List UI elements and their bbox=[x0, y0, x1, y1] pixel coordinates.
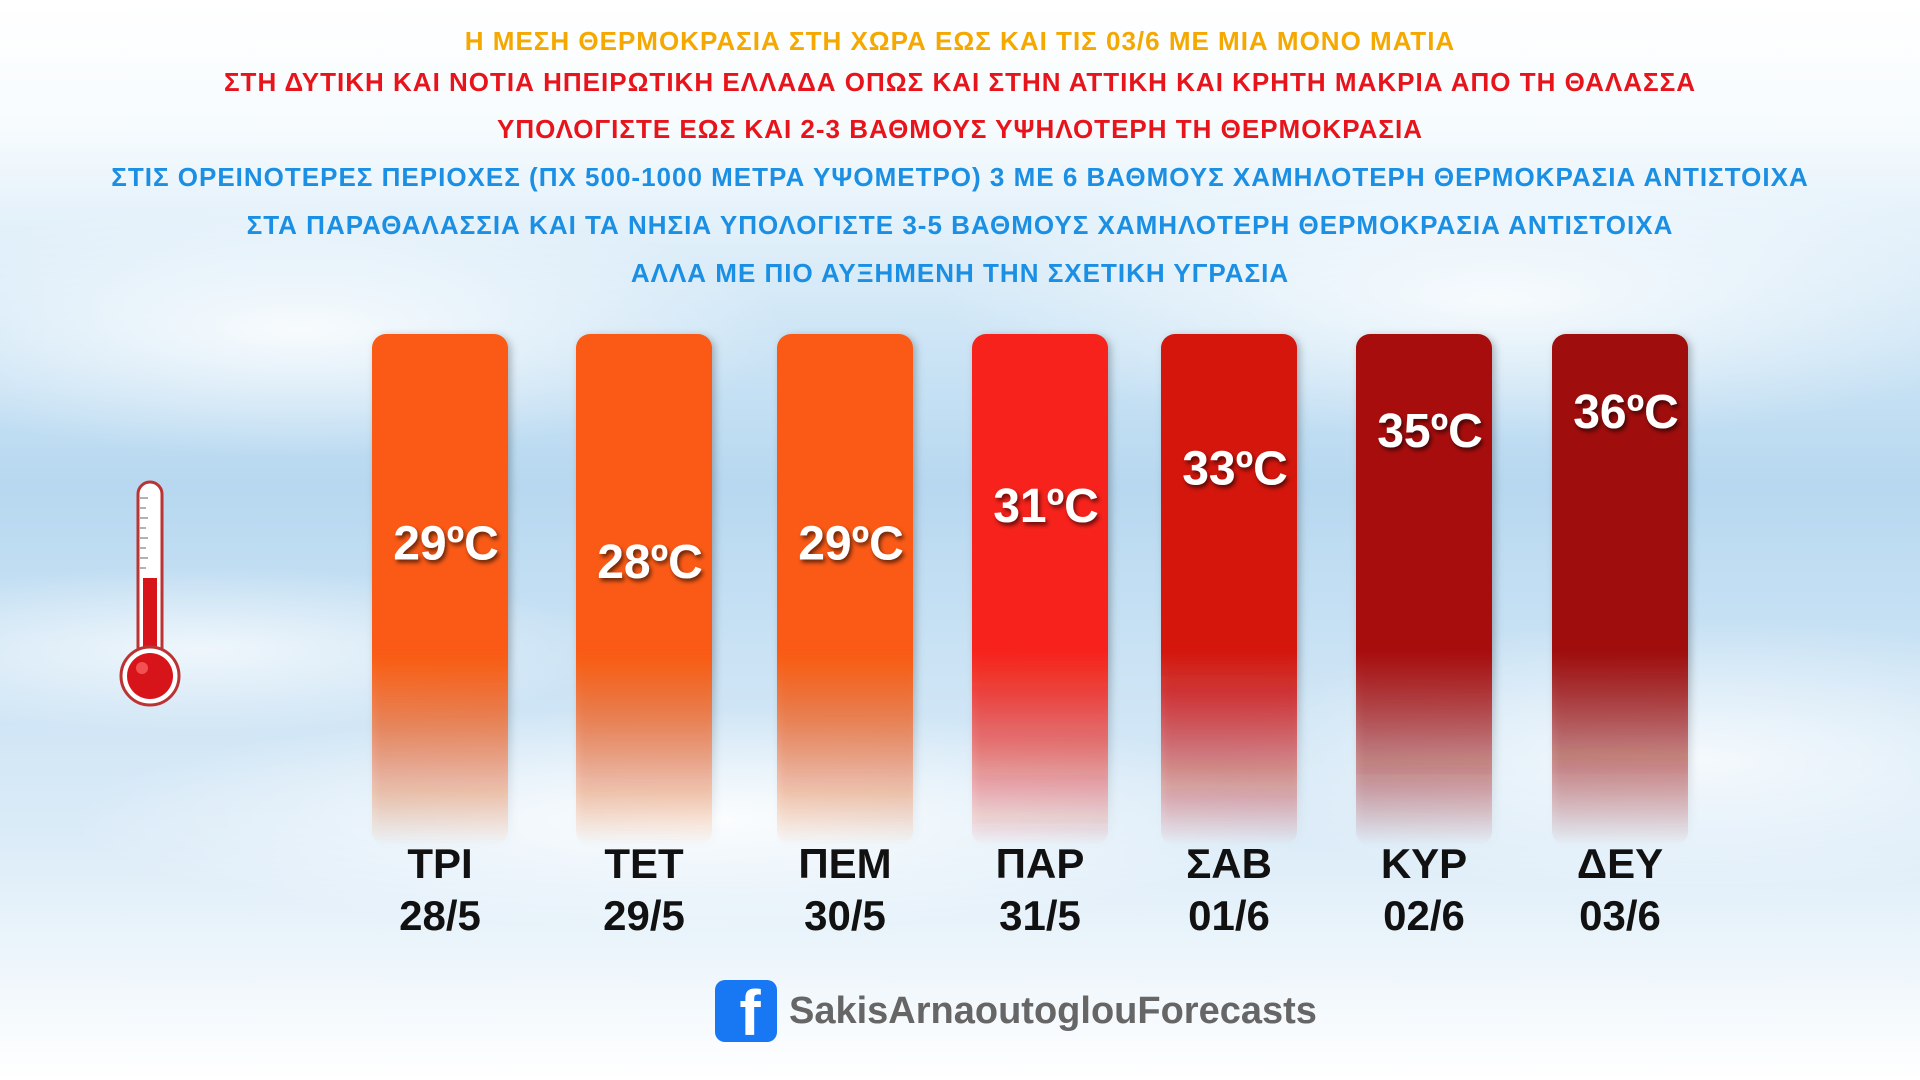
day-label-5: ΚΥΡ bbox=[1381, 840, 1467, 887]
bar-3 bbox=[972, 334, 1108, 845]
value-label-5: 35ºC bbox=[1377, 405, 1483, 458]
facebook-icon[interactable]: f bbox=[715, 980, 777, 1042]
date-label-5: 02/6 bbox=[1383, 892, 1465, 939]
warning-line-1: ΣΤΗ ΔΥΤΙΚΗ ΚΑΙ ΝΟΤΙΑ ΗΠΕΙΡΩΤΙΚΗ ΕΛΛΑΔΑ Ο… bbox=[223, 67, 1697, 97]
title-line: Η ΜΕΣΗ ΘΕΡΜΟΚΡΑΣΙΑ ΣΤΗ ΧΩΡΑ ΕΩΣ ΚΑΙ ΤΙΣ … bbox=[464, 26, 1456, 56]
value-label-0: 29ºC bbox=[393, 517, 499, 570]
footer: f SakisArnaoutoglouForecasts bbox=[715, 980, 1317, 1042]
date-label-3: 31/5 bbox=[999, 892, 1081, 939]
bar-2 bbox=[777, 334, 913, 845]
info-line-3: ΑΛΛΑ ΜΕ ΠΙΟ ΑΥΞΗΜΕΝΗ ΤΗΝ ΣΧΕΤΙΚΗ ΥΓΡΑΣΙΑ bbox=[630, 258, 1290, 288]
day-label-6: ΔΕΥ bbox=[1577, 840, 1663, 887]
bar-5 bbox=[1356, 334, 1492, 845]
date-label-4: 01/6 bbox=[1188, 892, 1270, 939]
day-label-4: ΣΑΒ bbox=[1186, 840, 1272, 887]
value-label-1: 28ºC bbox=[597, 536, 703, 589]
warning-line-2: ΥΠΟΛΟΓΙΣΤΕ ΕΩΣ ΚΑΙ 2-3 ΒΑΘΜΟΥΣ ΥΨΗΛΟΤΕΡΗ… bbox=[497, 114, 1423, 144]
day-label-3: ΠΑΡ bbox=[996, 840, 1085, 887]
date-label-0: 28/5 bbox=[399, 892, 481, 939]
bar-6 bbox=[1552, 334, 1688, 845]
value-label-3: 31ºC bbox=[993, 480, 1099, 533]
day-label-2: ΠΕΜ bbox=[798, 840, 891, 887]
bar-1 bbox=[576, 334, 712, 845]
value-label-6: 36ºC bbox=[1573, 386, 1679, 439]
date-label-2: 30/5 bbox=[804, 892, 886, 939]
bar-4 bbox=[1161, 334, 1297, 845]
info-line-2: ΣΤΑ ΠΑΡΑΘΑΛΑΣΣΙΑ ΚΑΙ ΤΑ ΝΗΣΙΑ ΥΠΟΛΟΓΙΣΤΕ… bbox=[246, 210, 1674, 240]
value-label-4: 33ºC bbox=[1182, 442, 1288, 495]
day-label-1: ΤΕΤ bbox=[604, 840, 684, 887]
date-label-1: 29/5 bbox=[603, 892, 685, 939]
facebook-handle[interactable]: SakisArnaoutoglouForecasts bbox=[789, 989, 1317, 1032]
value-label-2: 29ºC bbox=[798, 517, 904, 570]
date-label-6: 03/6 bbox=[1579, 892, 1661, 939]
bar-0 bbox=[372, 334, 508, 845]
info-line-1: ΣΤΙΣ ΟΡΕΙΝΟΤΕΡΕΣ ΠΕΡΙΟΧΕΣ (ΠΧ 500-1000 Μ… bbox=[111, 162, 1809, 192]
thermometer-icon bbox=[119, 480, 181, 707]
day-label-0: ΤΡΙ bbox=[407, 840, 472, 887]
